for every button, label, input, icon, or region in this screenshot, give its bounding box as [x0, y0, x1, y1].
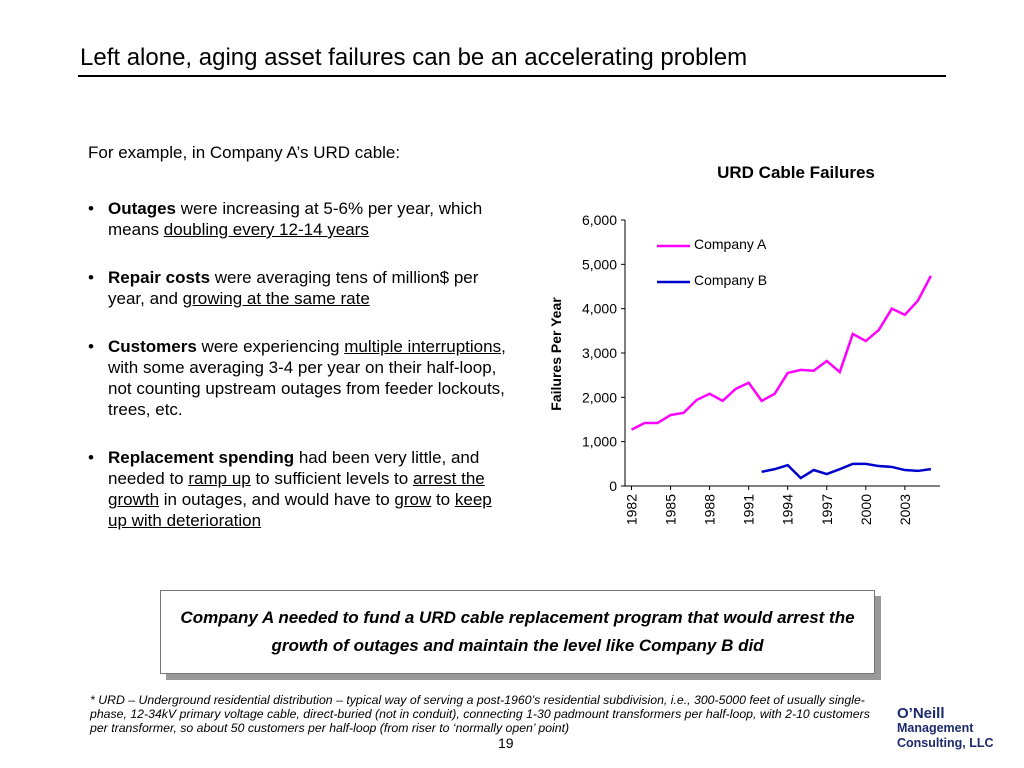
bullet-list: Outages were increasing at 5-6% per year… — [88, 198, 513, 558]
y-tick-label: 1,000 — [582, 434, 617, 450]
bullet-text: in outages, and would have to — [159, 490, 395, 509]
bullet-text: were increasing at 5-6% per year, which … — [108, 199, 483, 239]
bullet-text: Outages — [108, 199, 177, 218]
bullet-text: , with some averaging 3-4 per year on th… — [108, 337, 506, 419]
x-tick-label: 1985 — [663, 494, 679, 525]
callout: Company A needed to fund a URD cable rep… — [160, 590, 875, 674]
x-tick-label: 2003 — [897, 494, 913, 525]
bullet-text: were experiencing — [196, 337, 345, 356]
y-axis-label: Failures Per Year — [548, 297, 564, 411]
y-tick-label: 5,000 — [582, 256, 617, 272]
bullet-text: arrest the growth — [108, 469, 485, 509]
x-tick-label: 1982 — [624, 494, 640, 525]
x-tick-label: 2000 — [858, 494, 874, 525]
bullet-text: growing at the same rate — [182, 289, 370, 308]
bullet: Repair costs were averaging tens of mill… — [88, 267, 513, 309]
logo-line: Consulting, LLC — [897, 736, 994, 750]
bullet: Outages were increasing at 5-6% per year… — [88, 198, 513, 240]
bullet-text: Replacement spending — [108, 448, 295, 467]
page-number: 19 — [498, 735, 514, 751]
x-tick-label: 1988 — [702, 494, 718, 525]
bullet-text: to — [431, 490, 455, 509]
y-tick-label: 0 — [609, 478, 617, 494]
bullet: Customers were experiencing multiple int… — [88, 336, 513, 420]
bullet-text: doubling every 12-14 years — [163, 220, 369, 239]
intro-text: For example, in Company A’s URD cable: — [88, 143, 401, 162]
x-tick-label: 1991 — [741, 494, 757, 525]
logo-line: O’Neill — [897, 705, 945, 722]
series-line — [630, 275, 932, 431]
logo: O’Neill Management Consulting, LLC — [897, 706, 994, 751]
bullet-text: keep up with deterioration — [108, 490, 492, 530]
y-tick-label: 3,000 — [582, 345, 617, 361]
footnote: * URD – Underground residential distribu… — [90, 693, 870, 735]
bullet-text: Customers — [108, 337, 197, 356]
bullet: Replacement spending had been very littl… — [88, 447, 513, 531]
series-line — [761, 462, 932, 480]
x-tick-label: 1994 — [780, 494, 796, 525]
y-tick-label: 6,000 — [582, 212, 617, 228]
legend-label: Company B — [694, 272, 767, 288]
y-tick-label: 4,000 — [582, 301, 617, 317]
bullet-text: to sufficient levels to — [250, 469, 413, 488]
slide-title: Left alone, aging asset failures can be … — [80, 44, 748, 71]
y-tick-label: 2,000 — [582, 389, 617, 405]
bullet-text: were averaging tens of million$ per year… — [108, 268, 479, 308]
bullet-text: Repair costs — [108, 268, 211, 287]
bullet-text: multiple interruptions — [344, 337, 502, 356]
x-tick-label: 1997 — [819, 494, 835, 525]
legend-label: Company A — [694, 236, 767, 252]
bullet-text: grow — [394, 490, 432, 509]
logo-line: Management — [897, 721, 974, 735]
chart-title: URD Cable Failures — [717, 163, 875, 182]
bullet-text: had been very little, and needed to — [108, 448, 480, 488]
bullet-text: ramp up — [188, 469, 251, 488]
